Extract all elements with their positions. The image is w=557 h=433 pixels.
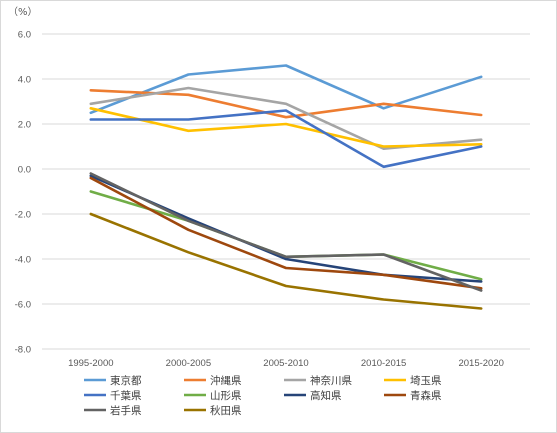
legend-label: 東京都: [110, 374, 142, 387]
legend-label: 埼玉県: [410, 374, 442, 387]
series-line-4: [89, 107, 483, 148]
x-tick-label: 2010-2015: [361, 358, 406, 369]
x-tick-label: 2015-2020: [458, 358, 503, 369]
legend-label: 神奈川県: [310, 374, 352, 387]
x-tick-label: 2005-2010: [263, 358, 308, 369]
legend-label: 青森県: [410, 389, 442, 402]
y-tick-label: -8.0: [15, 345, 31, 356]
series-line-5: [89, 109, 483, 169]
legend-label: 高知県: [310, 389, 342, 402]
x-tick-label: 2000-2005: [166, 358, 211, 369]
legend-label: 山形県: [210, 390, 242, 402]
x-axis-ticks: 1995-2000 2000-2005 2005-2010 2010-2015 2015…: [68, 358, 504, 369]
series-line-9: [89, 172, 483, 292]
y-tick-label: 2.0: [18, 120, 31, 131]
x-tick-label: 1995-2000: [68, 358, 113, 369]
series-lines: [89, 64, 483, 310]
y-tick-label: -2.0: [15, 210, 31, 221]
y-unit-label: （%）: [8, 6, 38, 18]
legend-label: 沖縄県: [210, 374, 242, 387]
series-line-6: [89, 190, 483, 281]
series-line-1: [89, 64, 483, 115]
series-line-8: [89, 176, 483, 290]
y-tick-label: 4.0: [18, 75, 31, 86]
series-line-10: [89, 212, 483, 310]
y-tick-label: -6.0: [15, 300, 31, 311]
y-tick-label: 6.0: [18, 30, 31, 41]
legend-label: 岩手県: [110, 404, 142, 417]
y-tick-label: 0.0: [18, 165, 31, 176]
y-tick-label: -4.0: [15, 255, 31, 266]
legend-label: 千葉県: [110, 389, 142, 402]
y-axis-ticks: 6.0 4.0 2.0 0.0 -2.0 -4.0 -6.0 -8.0: [15, 30, 31, 356]
legend-label: 秋田県: [210, 404, 242, 417]
